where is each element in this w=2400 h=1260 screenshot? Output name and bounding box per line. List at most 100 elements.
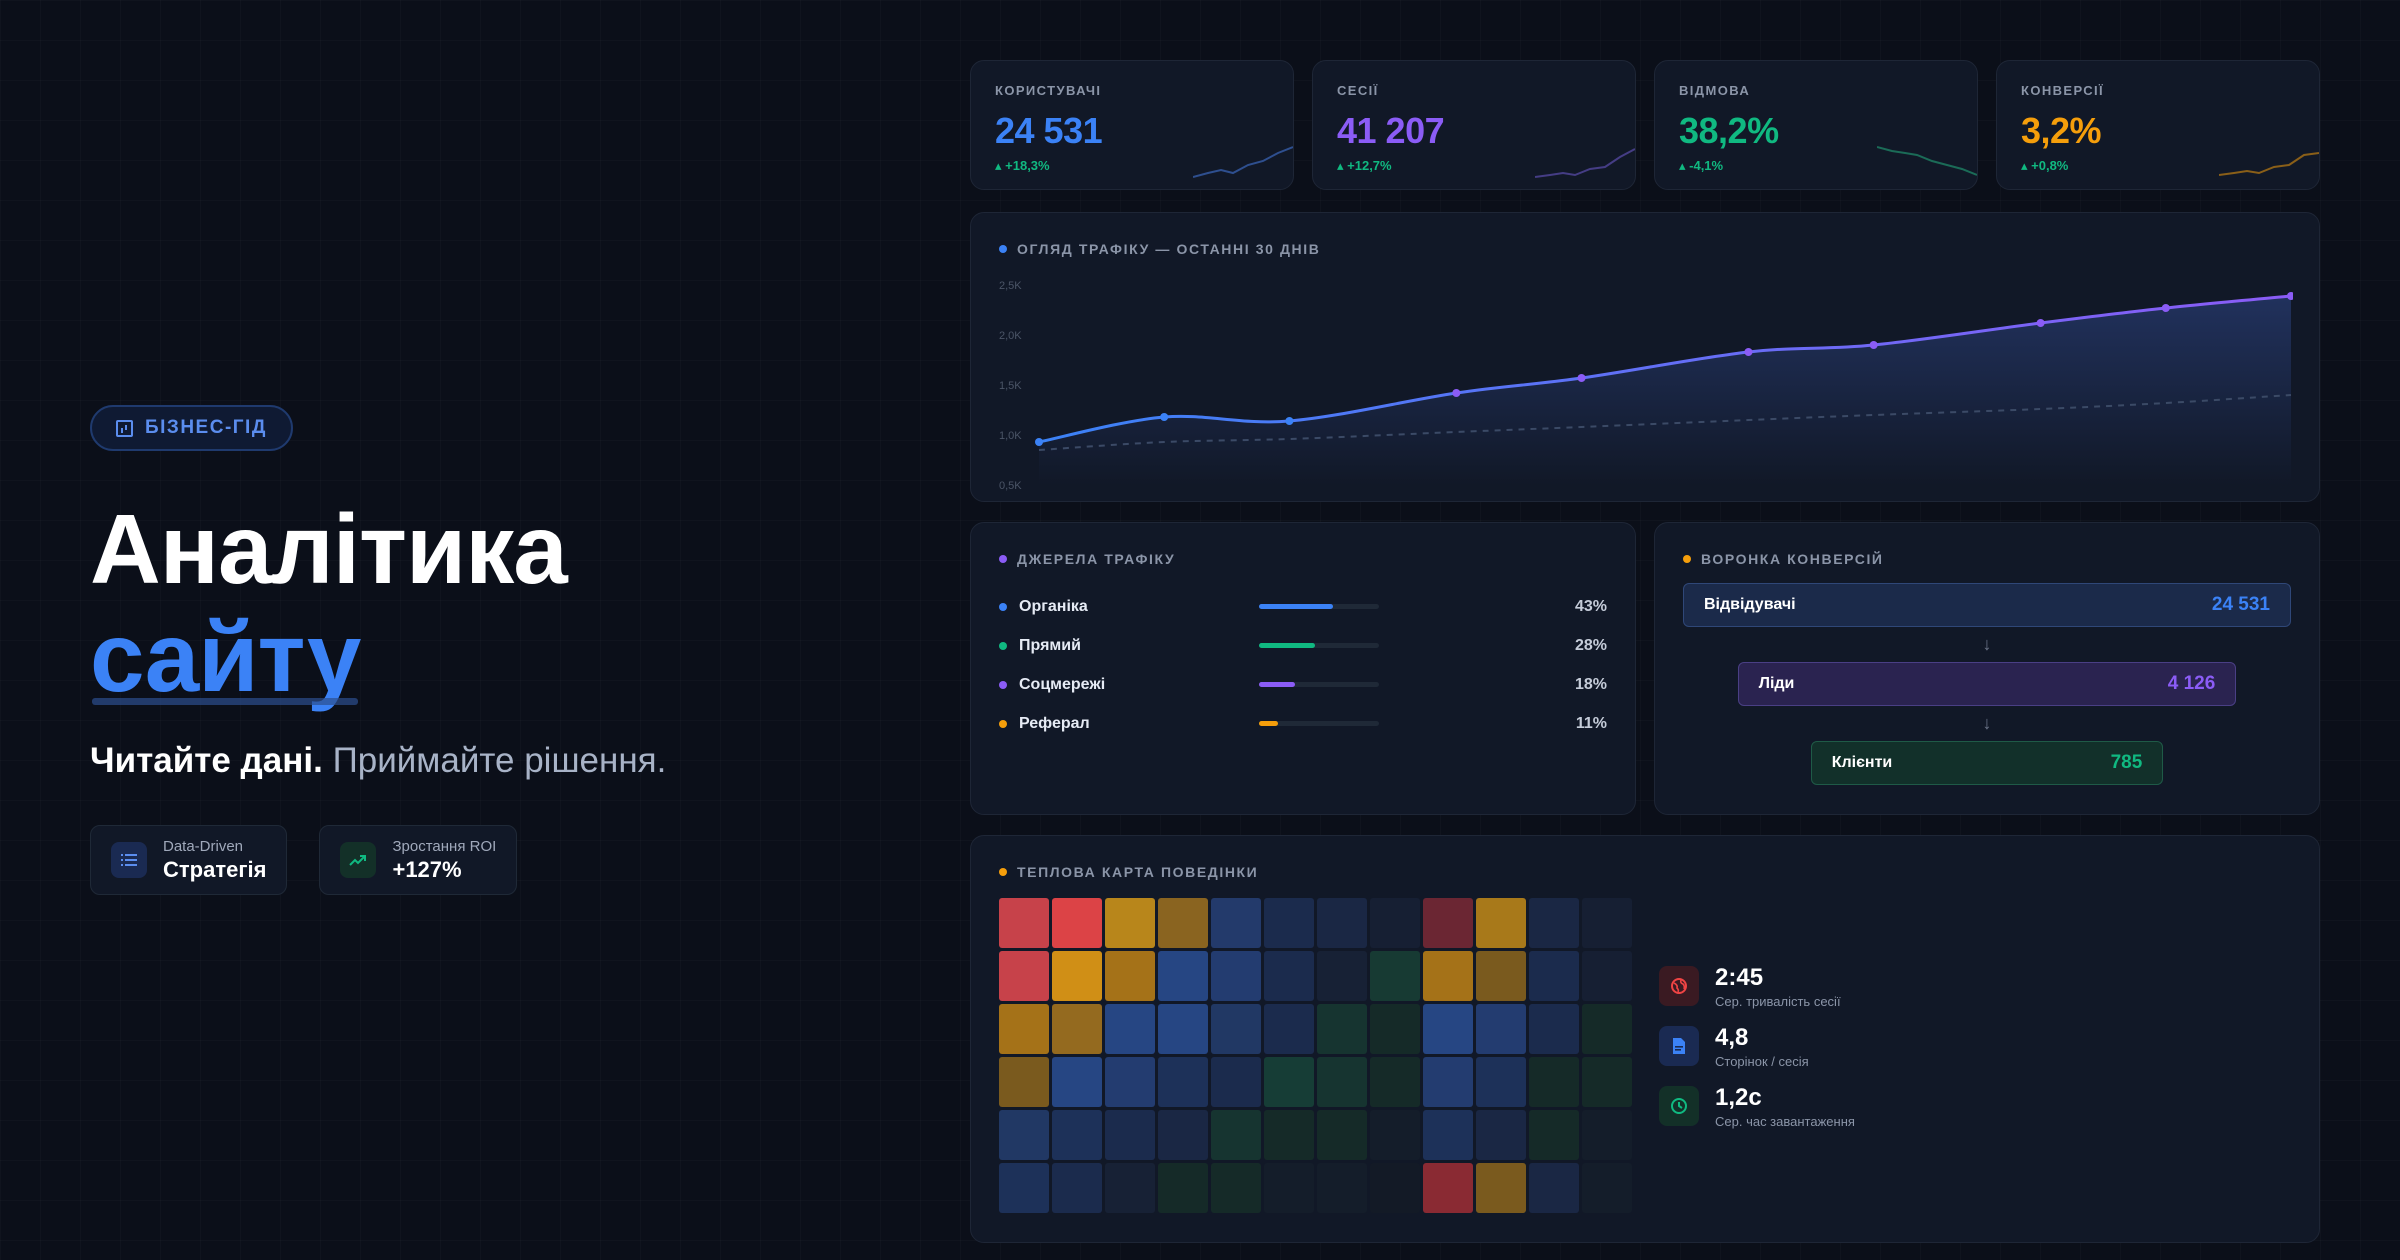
heatmap-cell[interactable] [1052,951,1102,1001]
heatmap-cell[interactable] [1476,1163,1526,1213]
heatmap-cell[interactable] [1370,1004,1420,1054]
source-row[interactable]: Реферал 11% [999,704,1607,743]
heatmap-cell[interactable] [1370,1163,1420,1213]
heatmap-cell[interactable] [1529,1057,1579,1107]
heatmap-cell[interactable] [1264,1004,1314,1054]
heatmap-cell[interactable] [999,898,1049,948]
stage-name: Відвідувачі [1704,596,1796,613]
heatmap-cell[interactable] [1317,1004,1367,1054]
heatmap-cell[interactable] [1529,951,1579,1001]
heatmap-cell[interactable] [1052,1110,1102,1160]
heatmap-cell[interactable] [1529,1004,1579,1054]
heatmap-cell[interactable] [1105,1057,1155,1107]
funnel-stage[interactable]: Відвідувачі 24 531 [1683,583,2291,627]
heatmap-cell[interactable] [1052,898,1102,948]
heatmap-cell[interactable] [1476,898,1526,948]
heatmap-cell[interactable] [1476,951,1526,1001]
heatmap-cell[interactable] [1105,1163,1155,1213]
heatmap-cell[interactable] [999,951,1049,1001]
heatmap-cell[interactable] [1211,951,1261,1001]
kpi-card-users[interactable]: КОРИСТУВАЧІ 24 531 ▴ +18,3% [970,60,1294,190]
heatmap-cell[interactable] [1423,1163,1473,1213]
heatmap-cell[interactable] [1052,1057,1102,1107]
heatmap-cell[interactable] [1105,951,1155,1001]
heatmap-cell[interactable] [999,1110,1049,1160]
y-tick-label: 2,0K [999,330,1022,342]
heatmap-cell[interactable] [1317,1110,1367,1160]
source-row[interactable]: Соцмережі 18% [999,665,1607,704]
heatmap-cell[interactable] [1370,1110,1420,1160]
heatmap-stats: 2:45 Сер. тривалість сесії 4,8 Сторінок / с… [1659,956,1855,1136]
heatmap-cell[interactable] [1423,951,1473,1001]
heatmap-cell[interactable] [1264,898,1314,948]
heatmap-cell[interactable] [1582,898,1632,948]
heatmap-cell[interactable] [1264,951,1314,1001]
heatmap-cell[interactable] [1105,898,1155,948]
source-row[interactable]: Прямий 28% [999,626,1607,665]
heatmap-cell[interactable] [1264,1110,1314,1160]
kpi-label: КОРИСТУВАЧІ [995,83,1102,98]
heatmap-cell[interactable] [1370,898,1420,948]
heatmap-cell[interactable] [1105,1110,1155,1160]
heatmap-cell[interactable] [1582,951,1632,1001]
stat-item: 2:45 Сер. тривалість сесії [1659,956,1855,1016]
heatmap-cell[interactable] [1529,1163,1579,1213]
heatmap-cell[interactable] [1158,898,1208,948]
heatmap-cell[interactable] [1317,1163,1367,1213]
heatmap-cell[interactable] [1476,1110,1526,1160]
heatmap-cell[interactable] [1476,1057,1526,1107]
heatmap-cell[interactable] [1582,1004,1632,1054]
heatmap-cell[interactable] [1052,1004,1102,1054]
funnel-stage[interactable]: Ліди 4 126 [1737,662,2237,706]
arrow-down-icon: ↓ [1982,634,1992,654]
dot-icon [999,641,1007,650]
heatmap-cell[interactable] [1158,1163,1208,1213]
list-icon [111,842,147,878]
source-percent: 11% [1575,714,1607,732]
heatmap-cell[interactable] [1211,1110,1261,1160]
heatmap-cell[interactable] [999,1004,1049,1054]
heatmap-cell[interactable] [1529,1110,1579,1160]
kpi-card-bounce[interactable]: ВІДМОВА 38,2% ▴ -4,1% [1654,60,1978,190]
heatmap-cell[interactable] [1211,898,1261,948]
arrow-up-icon: ▴ [2021,158,2032,173]
heatmap-cell[interactable] [1582,1110,1632,1160]
heatmap-cell[interactable] [1370,951,1420,1001]
sparkline [1535,148,1635,178]
heatmap-cell[interactable] [1582,1163,1632,1213]
heatmap-cell[interactable] [1158,1057,1208,1107]
heatmap-cell[interactable] [1264,1057,1314,1107]
heatmap-cell[interactable] [1211,1004,1261,1054]
heatmap-cell[interactable] [1211,1057,1261,1107]
heatmap-cell[interactable] [1529,898,1579,948]
heatmap-cell[interactable] [999,1163,1049,1213]
heatmap-cell[interactable] [1211,1163,1261,1213]
heatmap-cell[interactable] [1317,1057,1367,1107]
heatmap-cell[interactable] [1476,1004,1526,1054]
heatmap-cell[interactable] [1105,1004,1155,1054]
source-name: Соцмережі [999,676,1199,694]
heatmap-cell[interactable] [1158,951,1208,1001]
heatmap-cell[interactable] [1423,1057,1473,1107]
heatmap-cell[interactable] [1423,898,1473,948]
tagline-rest: Приймайте рішення. [332,741,667,780]
heatmap-cell[interactable] [1582,1057,1632,1107]
heatmap-cell[interactable] [1317,898,1367,948]
funnel-stage[interactable]: Клієнти 785 [1810,741,2164,785]
heatmap-cell[interactable] [1317,951,1367,1001]
source-row[interactable]: Органіка 43% [999,587,1607,626]
heatmap-cell[interactable] [1423,1110,1473,1160]
traffic-title: ОГЛЯД ТРАФІКУ — ОСТАННІ 30 ДНІВ [999,241,2291,257]
kpi-card-sessions[interactable]: СЕСІЇ 41 207 ▴ +12,7% [1312,60,1636,190]
tagline: Читайте дані. Приймайте рішення. [90,741,850,781]
heatmap-cell[interactable] [1158,1004,1208,1054]
series-line-secondary [1038,394,2292,451]
heatmap-cell[interactable] [1370,1057,1420,1107]
heatmap-cell[interactable] [1423,1004,1473,1054]
heatmap-cell[interactable] [1264,1163,1314,1213]
heatmap-cell[interactable] [1158,1110,1208,1160]
dot-icon [999,680,1007,689]
heatmap-cell[interactable] [999,1057,1049,1107]
heatmap-cell[interactable] [1052,1163,1102,1213]
kpi-card-conversions[interactable]: КОНВЕРСІЇ 3,2% ▴ +0,8% [1996,60,2320,190]
